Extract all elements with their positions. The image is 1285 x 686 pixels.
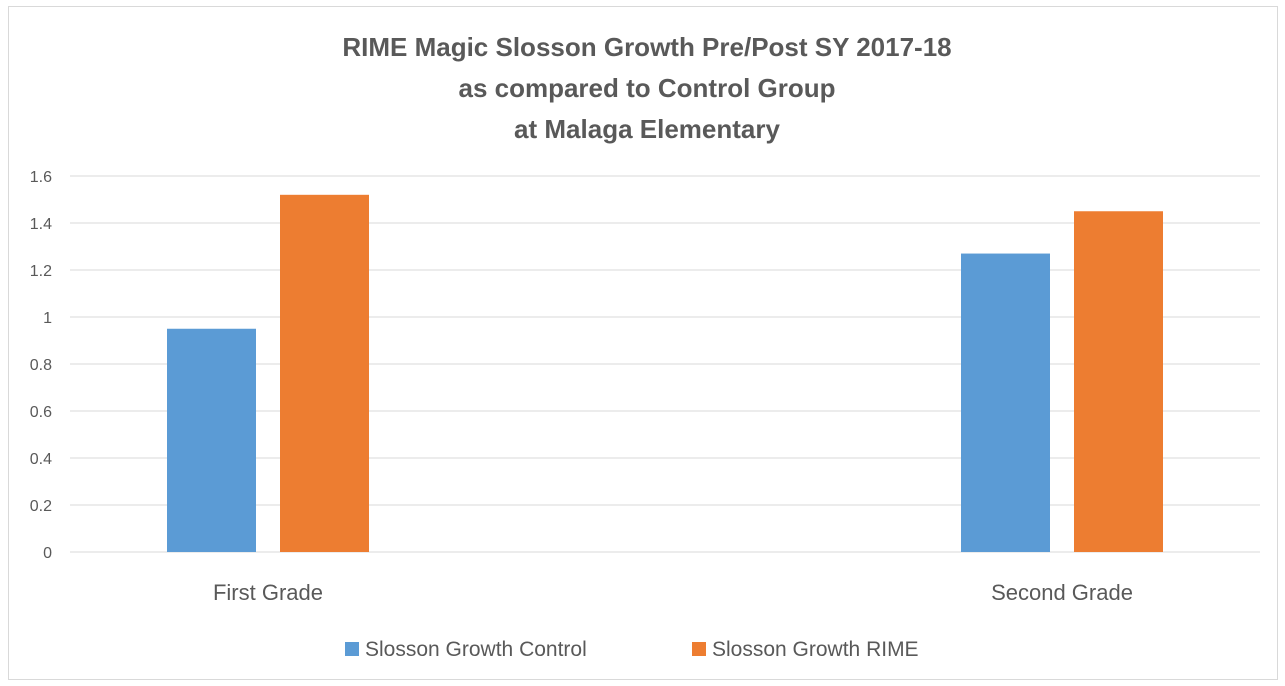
- y-tick-label: 0.6: [30, 404, 52, 421]
- bar-control-first-grade: [167, 328, 256, 552]
- chart-title-line-3: at Malaga Elementary: [514, 114, 780, 144]
- gridlines: [70, 175, 1260, 553]
- legend: Slosson Growth Control Slosson Growth RIM…: [345, 638, 919, 661]
- legend-label: Slosson Growth RIME: [712, 638, 919, 661]
- y-axis-ticks: 0 0.2 0.4 0.6 0.8 1 1.2 1.4 1.6: [30, 169, 52, 562]
- legend-item: Slosson Growth RIME: [692, 638, 919, 661]
- chart-title-line-1: RIME Magic Slosson Growth Pre/Post SY 20…: [342, 32, 951, 62]
- bar-rime-first-grade: [280, 194, 369, 553]
- chart-title: RIME Magic Slosson Growth Pre/Post SY 20…: [342, 32, 951, 144]
- bar-rime-second-grade: [1074, 211, 1163, 552]
- x-category-label: Second Grade: [991, 580, 1133, 605]
- legend-swatch: [345, 642, 359, 656]
- x-category-label: First Grade: [213, 580, 323, 605]
- bar-control-second-grade: [961, 253, 1050, 553]
- y-tick-label: 1: [43, 310, 52, 327]
- y-tick-label: 1.6: [30, 169, 52, 186]
- y-tick-label: 1.2: [30, 263, 52, 280]
- y-tick-label: 0.4: [30, 451, 52, 468]
- y-tick-label: 0.2: [30, 498, 52, 515]
- chart-title-line-2: as compared to Control Group: [458, 73, 835, 103]
- legend-swatch: [692, 642, 706, 656]
- x-axis-categories: First Grade Second Grade: [213, 580, 1133, 605]
- legend-label: Slosson Growth Control: [365, 638, 587, 661]
- y-tick-label: 0: [43, 545, 52, 562]
- bars: [167, 194, 1163, 553]
- y-tick-label: 0.8: [30, 357, 52, 374]
- legend-item: Slosson Growth Control: [345, 638, 587, 661]
- y-tick-label: 1.4: [30, 216, 52, 233]
